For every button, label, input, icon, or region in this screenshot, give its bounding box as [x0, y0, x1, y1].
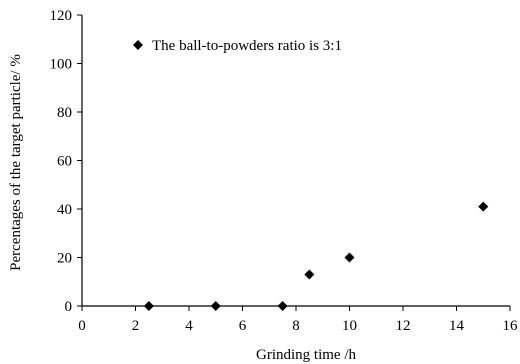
x-axis-title: Grinding time /h: [256, 347, 356, 363]
data-points: [143, 201, 489, 311]
legend-marker: [133, 40, 143, 50]
axes: [81, 15, 510, 307]
data-point: [277, 301, 288, 311]
y-tick-label: 40: [57, 202, 72, 218]
legend-label: The ball-to-powders ratio is 3:1: [152, 38, 342, 54]
x-tick-label: 16: [503, 318, 519, 334]
x-tick-label: 6: [239, 318, 247, 334]
data-point: [210, 301, 221, 311]
data-point: [344, 252, 355, 263]
y-tick-label: 20: [57, 251, 72, 267]
data-point: [478, 201, 489, 212]
x-tick-label: 12: [396, 318, 411, 334]
y-axis-ticks: 0 20 40 60 80 100 120: [50, 8, 82, 315]
data-point: [143, 301, 154, 311]
y-axis-title: Percentages of the target particle/ %: [8, 54, 24, 271]
y-tick-label: 0: [65, 299, 73, 315]
x-tick-label: 10: [342, 318, 357, 334]
legend: The ball-to-powders ratio is 3:1: [133, 38, 342, 54]
y-tick-label: 80: [57, 105, 72, 121]
y-tick-label: 60: [57, 154, 72, 170]
y-tick-label: 100: [50, 57, 73, 73]
x-tick-label: 14: [449, 318, 465, 334]
x-axis-ticks: 0 2 4 6 8 10 12 14 16: [78, 306, 518, 334]
x-tick-label: 2: [132, 318, 140, 334]
y-tick-label: 120: [50, 8, 73, 24]
x-tick-label: 8: [292, 318, 300, 334]
data-point: [304, 269, 315, 280]
x-tick-label: 4: [185, 318, 193, 334]
x-tick-label: 0: [78, 318, 86, 334]
